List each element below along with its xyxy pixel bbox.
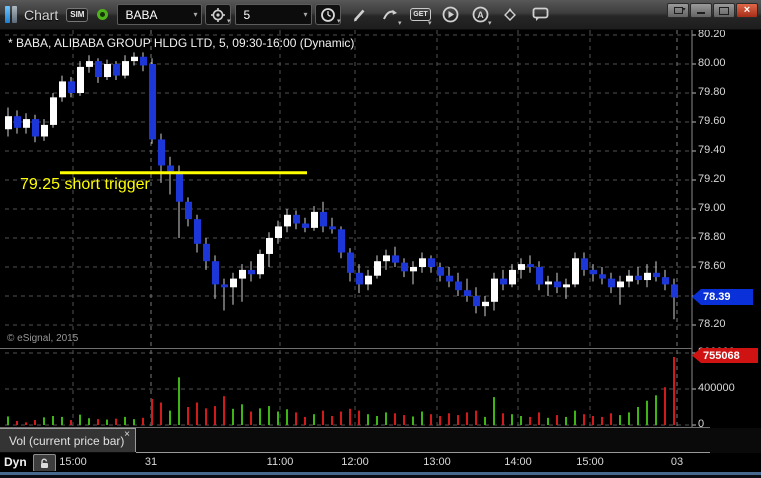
- interval-select[interactable]: 5 ▾: [235, 4, 313, 25]
- tab-row-divider: [136, 452, 710, 453]
- time-axis-label: 11:00: [266, 456, 294, 468]
- last-price-value: 78.39: [703, 291, 731, 303]
- clock-icon: [321, 7, 336, 22]
- price-axis-label: 79.20: [698, 173, 726, 185]
- price-axis-label: 78.20: [698, 318, 726, 330]
- volume-axis-label: 400000: [698, 382, 735, 394]
- price-axis-label: 79.00: [698, 202, 726, 214]
- line-tools-button[interactable]: ▾: [379, 4, 402, 27]
- price-axis-label: 78.80: [698, 231, 726, 243]
- play-icon: [442, 6, 459, 23]
- symbol-settings-button[interactable]: ▾: [205, 4, 232, 25]
- indicator-tab-row: Vol (current price bar) ×: [0, 428, 761, 453]
- draw-tool-button[interactable]: [349, 4, 371, 26]
- minimize-button[interactable]: [690, 3, 712, 18]
- play-button[interactable]: [439, 4, 461, 26]
- lock-icon: [41, 458, 48, 468]
- window-menu-button[interactable]: [667, 3, 689, 18]
- tab-volume-label: Vol (current price bar): [9, 434, 125, 448]
- time-axis-label: 13:00: [423, 456, 451, 468]
- notes-button[interactable]: [529, 4, 551, 26]
- price-axis-label: 79.40: [698, 144, 726, 156]
- link-windows-button[interactable]: [499, 4, 521, 26]
- close-tab-icon[interactable]: ×: [124, 429, 130, 440]
- get-icon: GET: [410, 8, 431, 21]
- connection-status-icon: [97, 9, 109, 20]
- symbol-value: BABA: [125, 7, 158, 22]
- price-axis-label: 79.60: [698, 115, 726, 127]
- time-axis-label: 31: [144, 456, 158, 468]
- curved-arrow-icon: [383, 9, 397, 20]
- close-button[interactable]: ×: [736, 3, 758, 18]
- window-frame-edge: [0, 471, 761, 478]
- tab-volume-indicator[interactable]: Vol (current price bar) ×: [0, 428, 136, 452]
- pencil-icon: [354, 9, 365, 21]
- time-axis-bar: Dyn 15:00 31 11:00 12:00 13:00 14:00 15:00 03: [0, 453, 761, 472]
- diamond-arrows-icon: [504, 7, 517, 21]
- scale-lock-button[interactable]: [33, 454, 56, 472]
- chevron-down-icon: ▾: [336, 18, 341, 25]
- price-axis-label: 78.60: [698, 260, 726, 272]
- close-icon: ×: [743, 3, 751, 16]
- minimize-icon: [697, 12, 705, 14]
- window-menu-icon: [673, 6, 686, 14]
- last-price-badge: 78.39: [692, 289, 753, 305]
- maximize-icon: [719, 6, 729, 15]
- auto-trade-button[interactable]: A ▾: [469, 4, 492, 27]
- gear-icon: [211, 7, 226, 22]
- price-axis-label: 79.80: [698, 86, 726, 98]
- chevron-down-icon: ▾: [193, 10, 198, 19]
- time-axis-label: 14:00: [504, 456, 532, 468]
- interval-value: 5: [243, 7, 251, 22]
- window-controls: ×: [667, 3, 758, 18]
- time-axis-label: 03: [670, 456, 684, 468]
- chevron-down-icon: ▾: [303, 10, 308, 19]
- time-axis-label: 15:00: [576, 456, 604, 468]
- svg-text:A: A: [477, 10, 484, 20]
- chevron-down-icon: ▾: [427, 19, 432, 27]
- sim-mode-badge: SIM: [66, 7, 89, 22]
- last-volume-value: 755068: [703, 349, 740, 362]
- speech-bubble-icon: [532, 7, 549, 21]
- chart-app-icon: [5, 6, 17, 23]
- last-volume-badge: 755068: [692, 348, 758, 363]
- volume-axis-label: 800000: [698, 346, 735, 358]
- get-data-button[interactable]: GET ▾: [409, 4, 432, 27]
- dynamic-mode-label: Dyn: [4, 455, 27, 469]
- chevron-down-icon: ▾: [226, 18, 231, 25]
- time-settings-button[interactable]: ▾: [315, 4, 342, 25]
- chevron-down-icon: ▾: [487, 19, 492, 27]
- window-title: Chart: [24, 6, 59, 23]
- symbol-input[interactable]: BABA ▾: [117, 4, 203, 25]
- maximize-button[interactable]: [713, 3, 735, 18]
- chart-canvas[interactable]: [0, 29, 692, 428]
- price-axis-label: 80.00: [698, 57, 726, 69]
- chevron-down-icon: ▾: [397, 19, 402, 27]
- a-circle-icon: A: [472, 6, 489, 23]
- time-axis-label: 12:00: [341, 456, 369, 468]
- toolbar: Chart SIM BABA ▾ ▾ 5 ▾: [0, 0, 761, 30]
